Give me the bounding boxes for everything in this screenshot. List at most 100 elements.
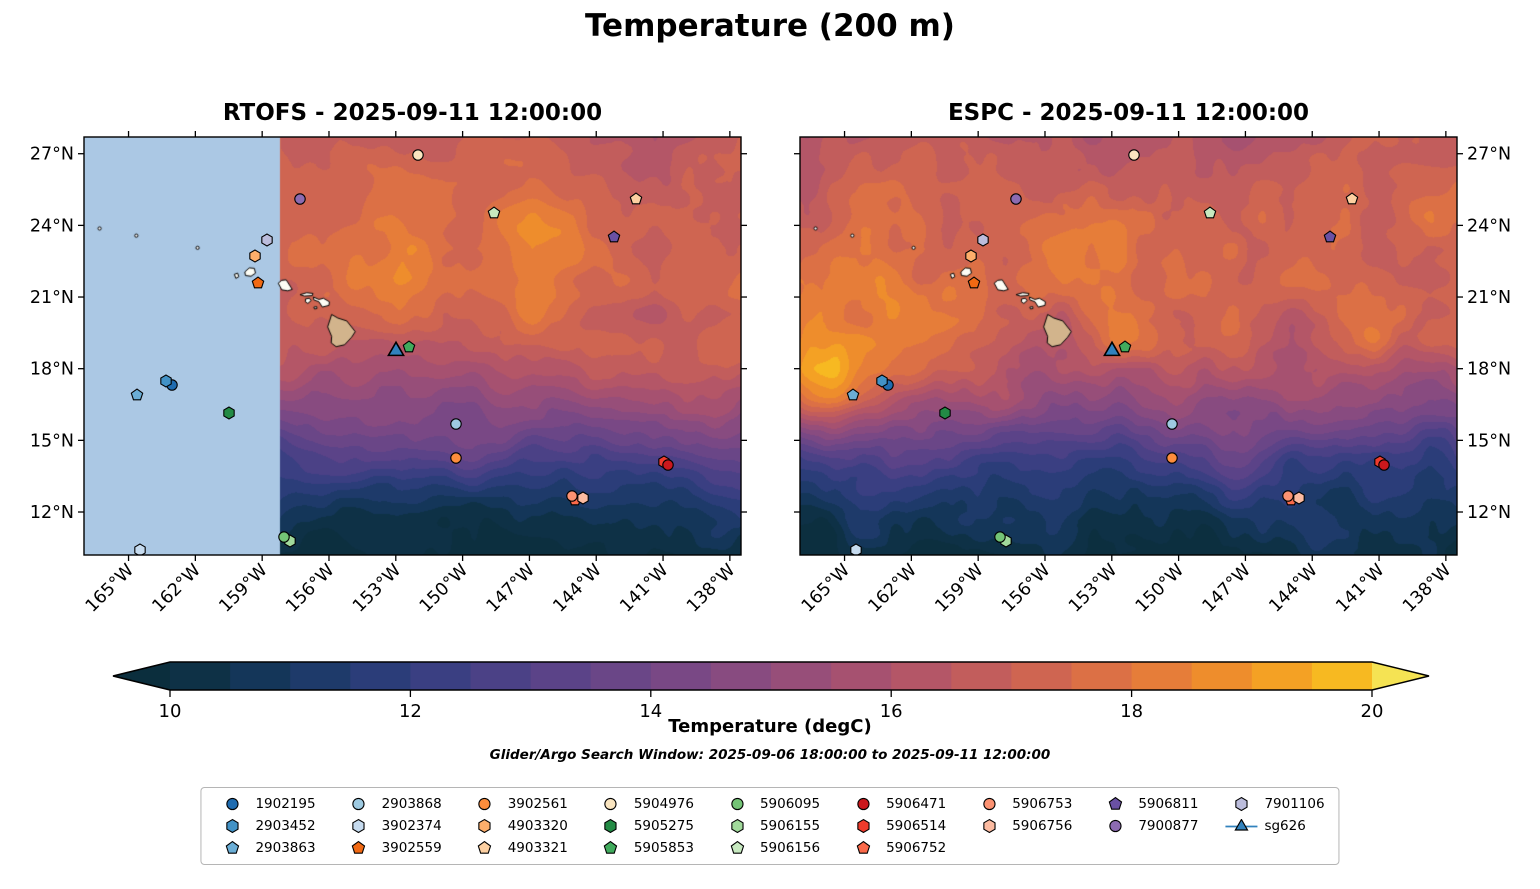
5906753-marker-icon (972, 796, 1006, 812)
platform-marker-2903452-espc (875, 373, 890, 388)
legend-item-3902559: 3902559 (342, 838, 442, 858)
colorbar-over-extend (1372, 662, 1429, 690)
rtofs-panel-title: RTOFS - 2025-09-11 12:00:00 (222, 100, 603, 126)
platform-marker-3902559-rtofs (250, 275, 265, 290)
legend-label: 5906156 (759, 840, 821, 856)
lat-tick-label: 15°N (1467, 431, 1511, 451)
legend-column: 5906753 5906756 (972, 794, 1072, 858)
legend-label: 5906811 (1138, 796, 1199, 812)
legend-item-7900877: 7900877 (1098, 816, 1198, 836)
lat-tick-label: 18°N (1467, 360, 1511, 380)
platform-marker-5904976-espc (1127, 147, 1142, 162)
platform-marker-4903321-espc (1345, 192, 1360, 207)
legend-item-5905275: 5905275 (594, 816, 694, 836)
lon-tick-label: 138°W (683, 560, 739, 616)
lon-tick-label: 150°W (1132, 560, 1188, 616)
legend-item-5906752: 5906752 (846, 838, 946, 858)
platform-marker-2903863-espc (846, 387, 861, 402)
platform-marker-7901106-espc (975, 232, 990, 247)
platform-marker-3902559-espc (966, 275, 981, 290)
3902559-marker-icon (342, 840, 376, 856)
legend-column: 5906471 5906514 5906752 (846, 794, 946, 858)
platform-marker-7900877-rtofs (293, 192, 308, 207)
5906156-marker-icon (720, 840, 754, 856)
legend-label: 5906756 (1012, 818, 1073, 834)
legend-column: 3902561 4903320 4903321 (468, 794, 568, 858)
5906752-marker-icon (846, 840, 880, 856)
legend-column: 5906811 7900877 (1098, 794, 1198, 858)
platform-marker-5906095-rtofs (277, 530, 292, 545)
legend-label: 2903868 (381, 796, 442, 812)
5905853-marker-icon (594, 840, 628, 856)
legend-item-5906095: 5906095 (720, 794, 820, 814)
platform-marker-5906811-rtofs (607, 230, 622, 245)
legend-label: 5904976 (633, 796, 694, 812)
lat-tick-label: 24°N (1467, 216, 1511, 236)
7901106-marker-icon (1224, 796, 1258, 812)
figure-title: Temperature (200 m) (585, 8, 955, 44)
legend-item-5906155: 5906155 (720, 816, 820, 836)
lon-tick-label: 156°W (282, 560, 338, 616)
lon-tick-label: 159°W (932, 560, 988, 616)
lon-tick-label: 147°W (1199, 560, 1255, 616)
5906095-marker-icon (720, 796, 754, 812)
lon-tick-label: 150°W (416, 560, 472, 616)
platform-marker-5906471-rtofs (660, 458, 675, 473)
legend-item-5906514: 5906514 (846, 816, 946, 836)
7900877-marker-icon (1098, 818, 1132, 834)
legend-item-5906811: 5906811 (1098, 794, 1198, 814)
platform-marker-5906156-espc (1202, 206, 1217, 221)
platform-legend: 1902195 2903452 2903863 2903868 3902374 39025… (200, 787, 1340, 865)
espc-map-panel (800, 137, 1457, 555)
legend-item-5906156: 5906156 (720, 838, 820, 858)
legend-item-5904976: 5904976 (594, 794, 694, 814)
legend-column: 5906095 5906155 5906156 (720, 794, 820, 858)
platform-marker-5906756-rtofs (575, 490, 590, 505)
legend-column: 1902195 2903452 2903863 (215, 794, 316, 858)
lat-tick-label: 24°N (30, 216, 74, 236)
platform-marker-2903863-rtofs (130, 387, 145, 402)
platform-marker-4903320-rtofs (248, 249, 263, 264)
lon-tick-label: 162°W (865, 560, 921, 616)
legend-column: 2903868 3902374 3902559 (342, 794, 442, 858)
lat-tick-label: 15°N (30, 431, 74, 451)
espc-platform-markers-layer (800, 137, 1457, 555)
3902561-marker-icon (468, 796, 502, 812)
platform-marker-5906756-espc (1291, 490, 1306, 505)
platform-marker-5905275-rtofs (221, 405, 236, 420)
platform-marker-4903321-rtofs (629, 192, 644, 207)
lon-tick-label: 141°W (616, 560, 672, 616)
platform-marker-2903452-rtofs (159, 373, 174, 388)
legend-label: 7900877 (1138, 818, 1199, 834)
legend-label: 5906753 (1012, 796, 1073, 812)
legend-item-5906756: 5906756 (972, 816, 1072, 836)
platform-marker-2903868-espc (1164, 416, 1179, 431)
legend-label: 5906514 (886, 818, 947, 834)
legend-label: sg626 (1264, 818, 1306, 834)
lon-tick-label: 153°W (1065, 560, 1121, 616)
platform-marker-sg626-rtofs (385, 340, 406, 361)
legend-item-2903863: 2903863 (215, 838, 316, 858)
platform-marker-4903320-espc (964, 249, 979, 264)
lat-tick-label: 27°N (30, 145, 74, 165)
legend-label: 2903863 (255, 840, 316, 856)
lon-tick-label: 147°W (483, 560, 539, 616)
lat-tick-label: 21°N (1467, 288, 1511, 308)
legend-label: 5906095 (759, 796, 821, 812)
legend-label: 3902374 (381, 818, 442, 834)
1902195-marker-icon (215, 796, 249, 812)
lon-tick-label: 156°W (998, 560, 1054, 616)
legend-item-sg626: sg626 (1224, 816, 1324, 836)
lat-tick-label: 21°N (30, 288, 74, 308)
platform-marker-5906156-rtofs (486, 206, 501, 221)
5906514-marker-icon (846, 818, 880, 834)
legend-label: 5906471 (886, 796, 947, 812)
legend-label: 3902561 (507, 796, 568, 812)
2903868-marker-icon (342, 796, 376, 812)
lat-tick-label: 12°N (30, 503, 74, 523)
legend-label: 5905275 (633, 818, 694, 834)
lat-tick-label: 12°N (1467, 503, 1511, 523)
platform-marker-7900877-espc (1009, 192, 1024, 207)
rtofs-map-panel (84, 137, 741, 555)
